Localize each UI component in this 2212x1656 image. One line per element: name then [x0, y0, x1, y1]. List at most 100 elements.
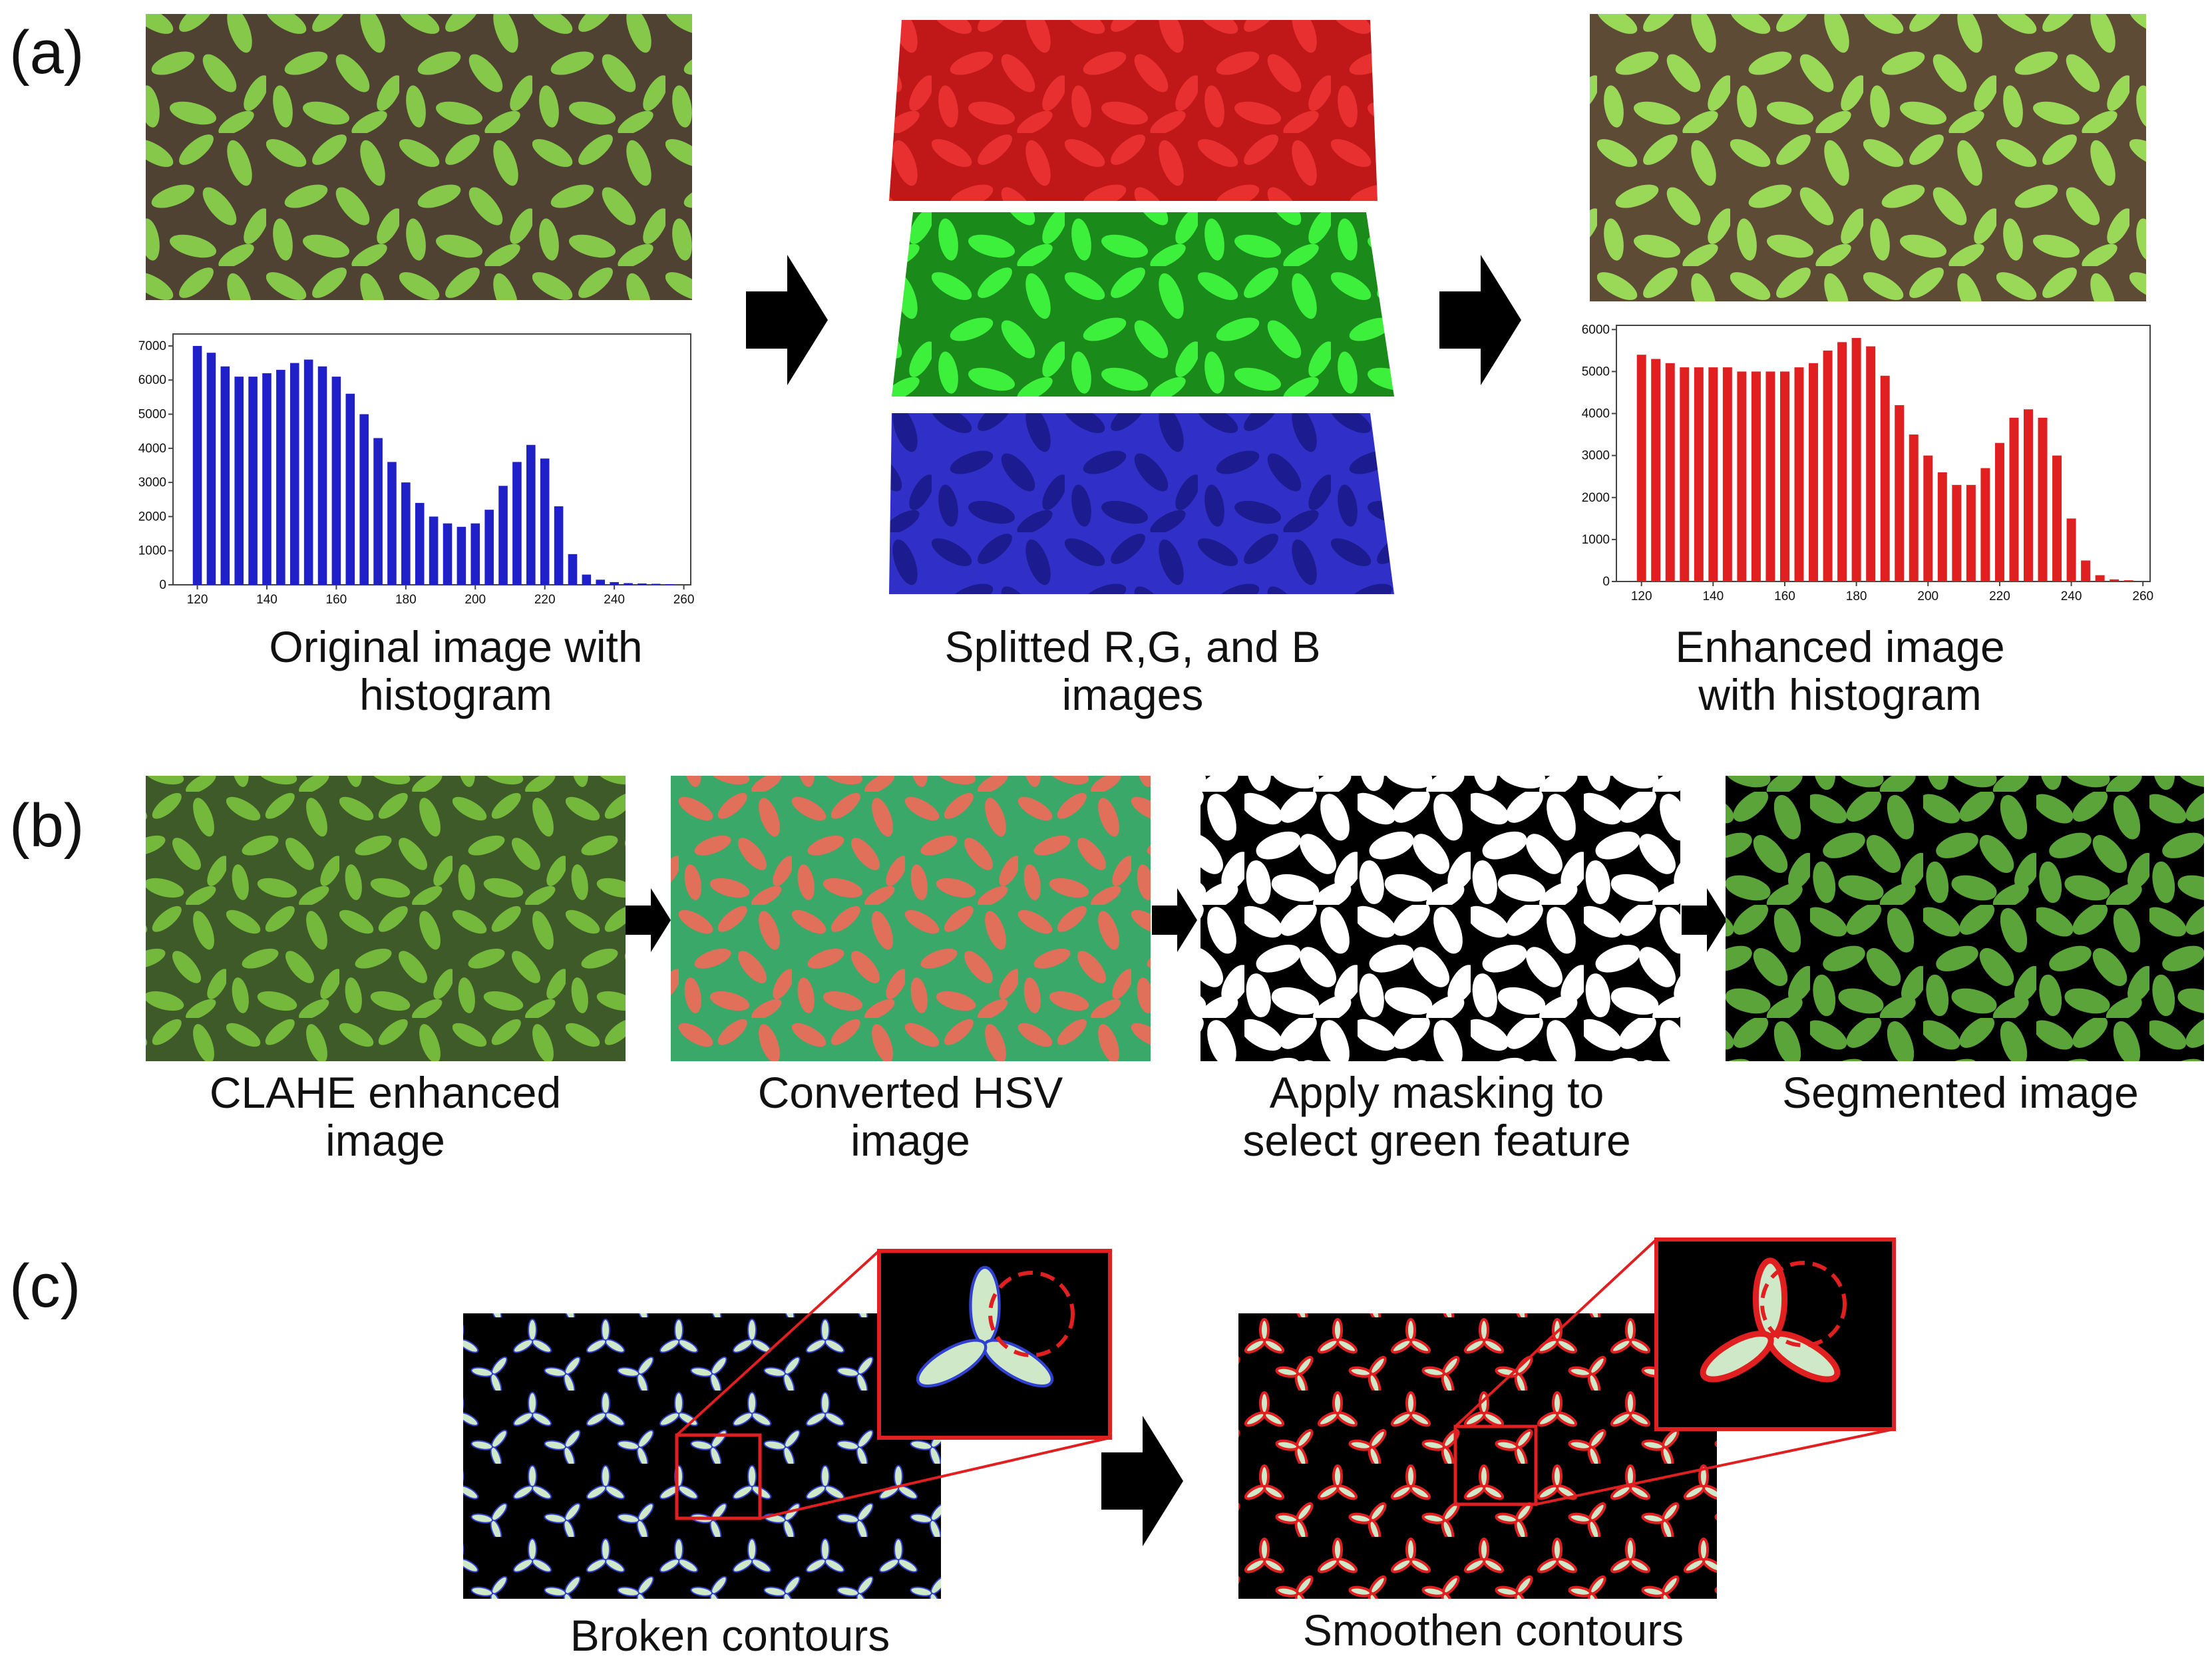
panel-label: (a): [9, 19, 84, 86]
segmented-image: [1726, 776, 2204, 1061]
original-image: [146, 14, 692, 300]
bar: [610, 581, 619, 585]
y-tick-label: 4000: [1582, 407, 1610, 421]
broken-contour-image: [463, 1313, 941, 1599]
x-tick-label: 240: [2061, 589, 2082, 603]
zoom-box: [1453, 1424, 1538, 1506]
bar: [234, 377, 244, 585]
y-tick-label: 7000: [138, 339, 166, 353]
bar: [1994, 442, 2004, 581]
bar: [1751, 371, 1761, 581]
x-tick-label: 200: [464, 593, 486, 607]
bar: [206, 353, 216, 585]
caption: CLAHE enhanced: [210, 1068, 561, 1117]
panel-label: (c): [9, 1252, 81, 1320]
y-tick-label: 5000: [1582, 365, 1610, 379]
bar: [624, 583, 633, 585]
bar: [1680, 367, 1690, 581]
bar: [220, 366, 230, 585]
mask-image: [1200, 776, 1680, 1061]
caption: with histogram: [1698, 670, 1982, 719]
bar: [665, 583, 675, 585]
bar: [1722, 367, 1732, 581]
x-tick-label: 260: [2132, 589, 2153, 603]
zoom-line: [1454, 1238, 1658, 1428]
bar: [2066, 518, 2076, 581]
red-channel: [889, 20, 1378, 201]
highlight-circle: [1760, 1261, 1847, 1347]
bar: [303, 359, 313, 585]
bar: [1966, 484, 1976, 581]
bar: [2009, 417, 2019, 581]
bar: [2095, 575, 2105, 581]
bar: [276, 369, 285, 585]
caption: image: [850, 1116, 970, 1165]
bar: [1895, 405, 1905, 581]
bar: [540, 458, 550, 585]
bar: [554, 506, 564, 585]
y-tick-label: 4000: [138, 442, 166, 456]
caption: Broken contours: [570, 1611, 890, 1656]
bar: [2038, 417, 2048, 581]
caption: image: [325, 1116, 445, 1165]
bar: [2081, 560, 2091, 581]
bar: [470, 523, 480, 585]
bar: [248, 377, 258, 585]
bar: [1937, 472, 1947, 581]
bar: [1665, 363, 1675, 581]
bar: [359, 414, 369, 585]
bar: [262, 373, 272, 585]
caption: Segmented image: [1782, 1068, 2139, 1117]
y-tick-label: 0: [1602, 575, 1610, 589]
zoom-line: [675, 1249, 880, 1436]
zoom-line: [759, 1436, 1111, 1520]
y-tick-label: 3000: [138, 476, 166, 490]
enhanced-image: [1590, 14, 2146, 301]
caption: Apply masking to: [1270, 1068, 1604, 1117]
bar: [1651, 359, 1661, 581]
bar: [582, 574, 592, 585]
bar: [331, 377, 341, 585]
panel-label: (b): [9, 792, 84, 860]
bar: [373, 438, 383, 585]
bar: [2110, 579, 2120, 581]
x-tick-label: 120: [187, 593, 208, 607]
clahe-image: [146, 776, 626, 1061]
arrow: [1682, 888, 1727, 952]
arrow: [1152, 888, 1197, 952]
x-tick-label: 160: [326, 593, 347, 607]
bar: [415, 502, 425, 585]
bar: [512, 462, 522, 585]
y-tick-label: 1000: [1582, 533, 1610, 547]
bar: [596, 580, 606, 585]
bar: [638, 583, 647, 585]
bar: [2023, 409, 2033, 581]
caption: Enhanced image: [1675, 622, 2004, 671]
bar: [387, 462, 397, 585]
bar: [1737, 371, 1747, 581]
x-tick-label: 260: [673, 593, 695, 607]
x-tick-label: 200: [1917, 589, 1938, 603]
caption: Converted HSV: [758, 1068, 1063, 1117]
bar: [345, 393, 355, 585]
bar: [484, 510, 494, 585]
bar: [289, 363, 299, 585]
y-tick-label: 6000: [1582, 323, 1610, 337]
bar: [1823, 350, 1833, 581]
arrow: [1101, 1416, 1183, 1546]
caption: Original image with: [269, 622, 642, 671]
bar: [1952, 484, 1962, 581]
y-tick-label: 3000: [1582, 449, 1610, 463]
bar: [2123, 580, 2133, 581]
bar: [568, 554, 578, 585]
y-tick-label: 1000: [138, 544, 166, 558]
caption: images: [1062, 670, 1204, 719]
x-tick-label: 160: [1774, 589, 1795, 603]
bar: [1636, 355, 1646, 581]
bar: [1980, 468, 1990, 581]
zoom-box: [675, 1433, 762, 1520]
caption: histogram: [359, 670, 552, 719]
bar: [1765, 371, 1775, 581]
green-channel: [892, 212, 1394, 397]
